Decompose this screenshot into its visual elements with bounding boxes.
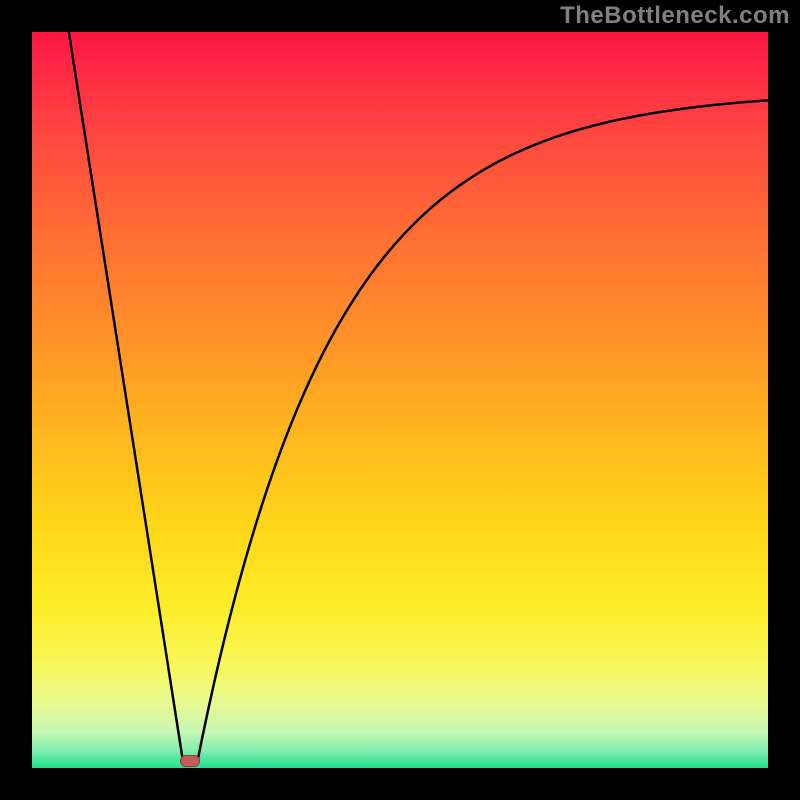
plot-border [0,0,800,800]
minimum-marker [180,755,200,767]
watermark-text: TheBottleneck.com [560,2,790,30]
plot-area [32,32,768,768]
curve-left-branch [69,32,183,761]
curve-layer [32,32,768,768]
curve-right-branch [198,100,768,760]
chart-frame: TheBottleneck.com [0,0,800,800]
